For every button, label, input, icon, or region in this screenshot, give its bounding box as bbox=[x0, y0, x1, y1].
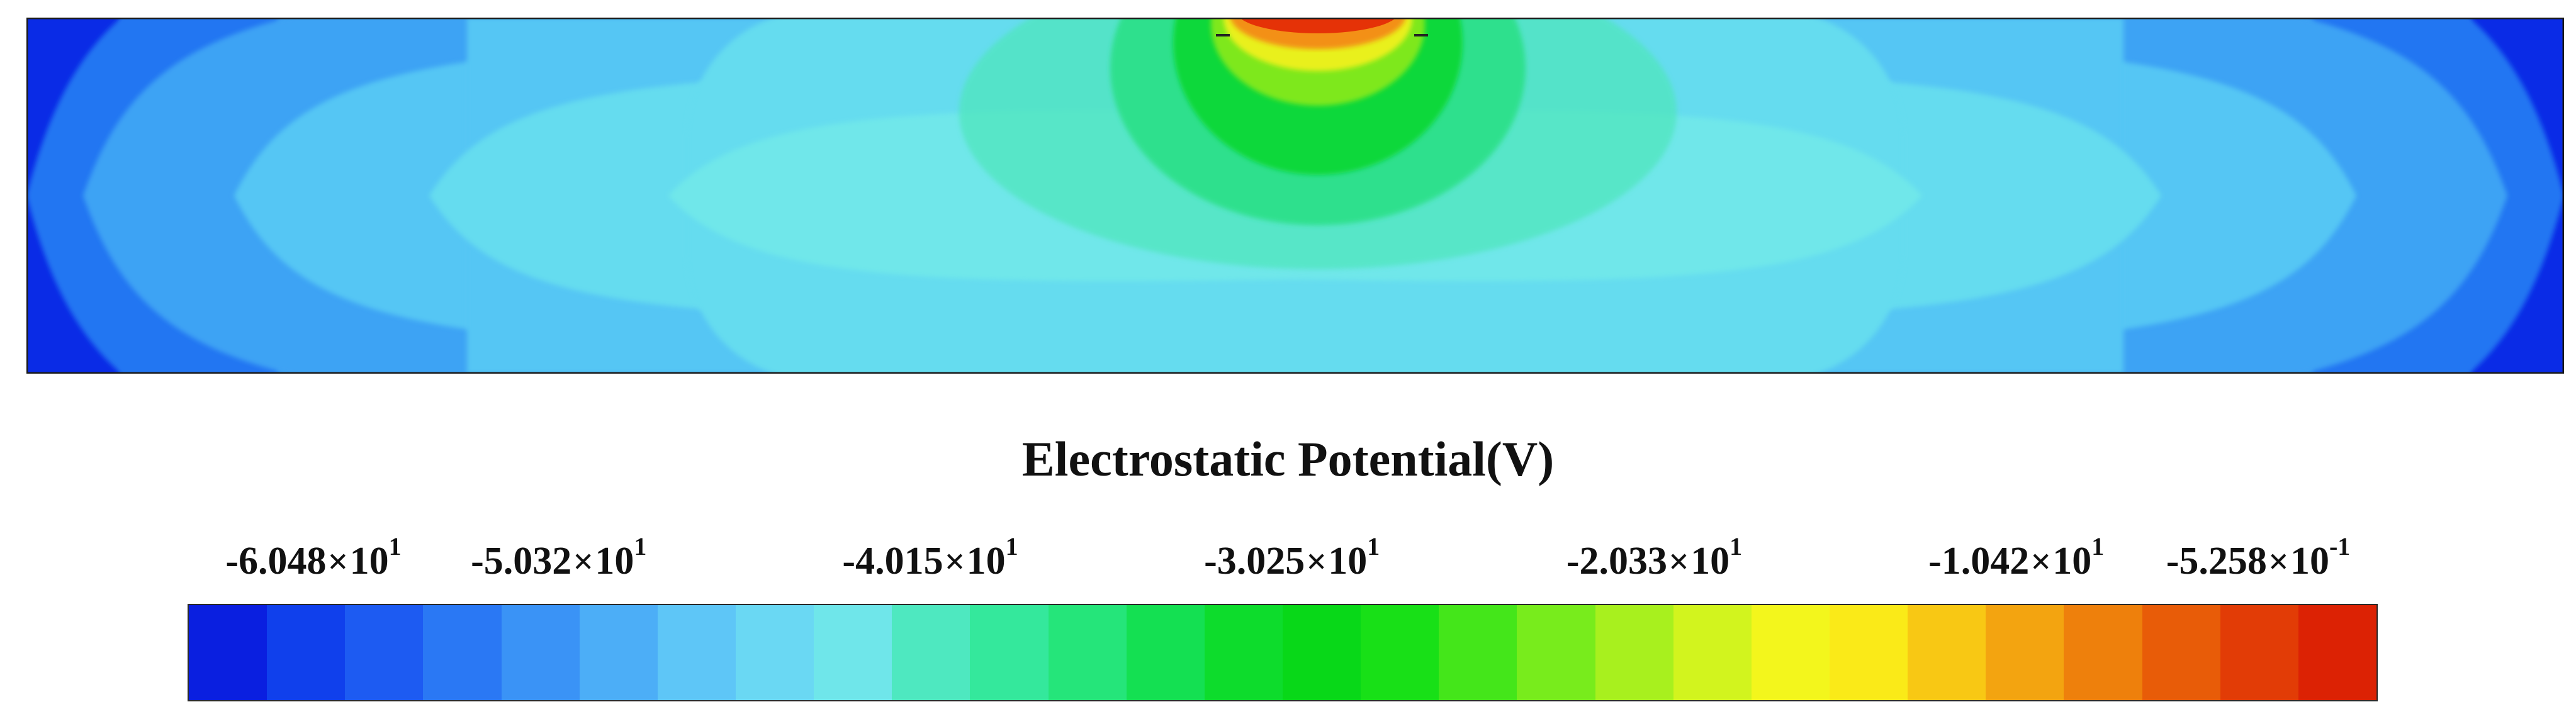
colorbar-swatch bbox=[814, 605, 892, 700]
colorbar-tick-label: -5.258×10-1 bbox=[2166, 532, 2351, 584]
colorbar-swatch bbox=[892, 605, 970, 700]
colorbar-swatch bbox=[1126, 605, 1205, 700]
tick-times-sign: × bbox=[2268, 541, 2289, 582]
colorbar-swatch bbox=[2064, 605, 2142, 700]
colorbar-tick-label: -1.042×101 bbox=[1928, 532, 2104, 584]
colorbar-swatch bbox=[189, 605, 267, 700]
colorbar-swatch bbox=[1048, 605, 1127, 700]
colorbar-tick-label: -2.033×101 bbox=[1566, 532, 1742, 584]
colorbar-swatch bbox=[1986, 605, 2064, 700]
colorbar-swatch bbox=[1595, 605, 1673, 700]
colorbar-swatch bbox=[1361, 605, 1439, 700]
tick-base: 10 bbox=[2290, 540, 2329, 582]
tick-mantissa: -5.258 bbox=[2166, 540, 2267, 582]
colorbar-swatch bbox=[735, 605, 814, 700]
tick-exponent: -1 bbox=[2329, 532, 2351, 560]
colorbar-tick-label: -6.048×101 bbox=[225, 532, 401, 584]
electrode-right-marker bbox=[1414, 34, 1428, 36]
colorbar-swatch bbox=[1829, 605, 1908, 700]
potential-field-map bbox=[26, 18, 2564, 374]
colorbar-tick-label: -4.015×101 bbox=[842, 532, 1018, 584]
colorbar-swatch bbox=[1751, 605, 1830, 700]
tick-exponent: 1 bbox=[1367, 532, 1380, 560]
potential-field-plot bbox=[26, 18, 2564, 374]
tick-times-sign: × bbox=[2030, 541, 2052, 582]
colorbar-tick-label: -3.025×101 bbox=[1204, 532, 1380, 584]
electrode-left-marker bbox=[1216, 34, 1230, 36]
tick-exponent: 1 bbox=[2091, 532, 2105, 560]
colorbar-swatch bbox=[970, 605, 1049, 700]
tick-times-sign: × bbox=[327, 541, 349, 582]
colorbar-swatch bbox=[1673, 605, 1752, 700]
tick-mantissa: -5.032 bbox=[471, 540, 572, 582]
tick-exponent: 1 bbox=[388, 532, 402, 560]
tick-base: 10 bbox=[1690, 540, 1730, 582]
colorbar-tick-label: -5.032×101 bbox=[471, 532, 646, 584]
colorbar-swatch bbox=[2142, 605, 2220, 700]
tick-base: 10 bbox=[1328, 540, 1368, 582]
colorbar-swatch bbox=[1908, 605, 1986, 700]
colorbar-swatch bbox=[1282, 605, 1361, 700]
field-hot-red bbox=[1239, 18, 1397, 33]
tick-exponent: 1 bbox=[634, 532, 647, 560]
tick-base: 10 bbox=[2052, 540, 2092, 582]
colorbar-swatch bbox=[1517, 605, 1595, 700]
colorbar-swatch bbox=[2220, 605, 2298, 700]
tick-times-sign: × bbox=[1306, 541, 1327, 582]
tick-base: 10 bbox=[595, 540, 634, 582]
colorbar-swatch bbox=[579, 605, 658, 700]
colorbar-swatch bbox=[1439, 605, 1517, 700]
tick-exponent: 1 bbox=[1005, 532, 1018, 560]
colorbar-swatch bbox=[657, 605, 736, 700]
tick-times-sign: × bbox=[1668, 541, 1690, 582]
tick-mantissa: -2.033 bbox=[1566, 540, 1668, 582]
colorbar-swatch bbox=[2298, 605, 2376, 700]
colorbar-swatch bbox=[1204, 605, 1283, 700]
tick-times-sign: × bbox=[573, 541, 594, 582]
colorbar-swatch bbox=[423, 605, 502, 700]
colorbar-title: Electrostatic Potential(V) bbox=[1021, 432, 1555, 486]
colorbar bbox=[188, 604, 2378, 701]
colorbar-swatch bbox=[345, 605, 424, 700]
tick-mantissa: -3.025 bbox=[1204, 540, 1305, 582]
tick-times-sign: × bbox=[944, 541, 965, 582]
colorbar-swatch bbox=[501, 605, 580, 700]
colorbar-swatch bbox=[267, 605, 346, 700]
tick-mantissa: -4.015 bbox=[842, 540, 943, 582]
tick-base: 10 bbox=[966, 540, 1006, 582]
tick-mantissa: -6.048 bbox=[225, 540, 327, 582]
plot-frame bbox=[26, 18, 2564, 374]
tick-exponent: 1 bbox=[1730, 532, 1743, 560]
tick-mantissa: -1.042 bbox=[1928, 540, 2030, 582]
tick-base: 10 bbox=[349, 540, 389, 582]
